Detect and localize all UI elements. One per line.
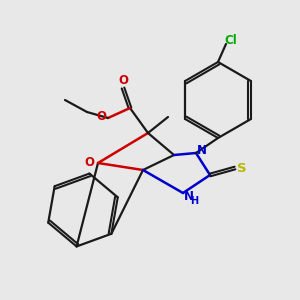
Text: N: N [197, 144, 207, 157]
Text: O: O [96, 110, 106, 123]
Text: H: H [190, 196, 199, 206]
Text: O: O [118, 74, 128, 87]
Text: O: O [85, 157, 94, 169]
Text: N: N [183, 190, 194, 202]
Text: S: S [237, 161, 246, 175]
Text: Cl: Cl [224, 34, 237, 47]
